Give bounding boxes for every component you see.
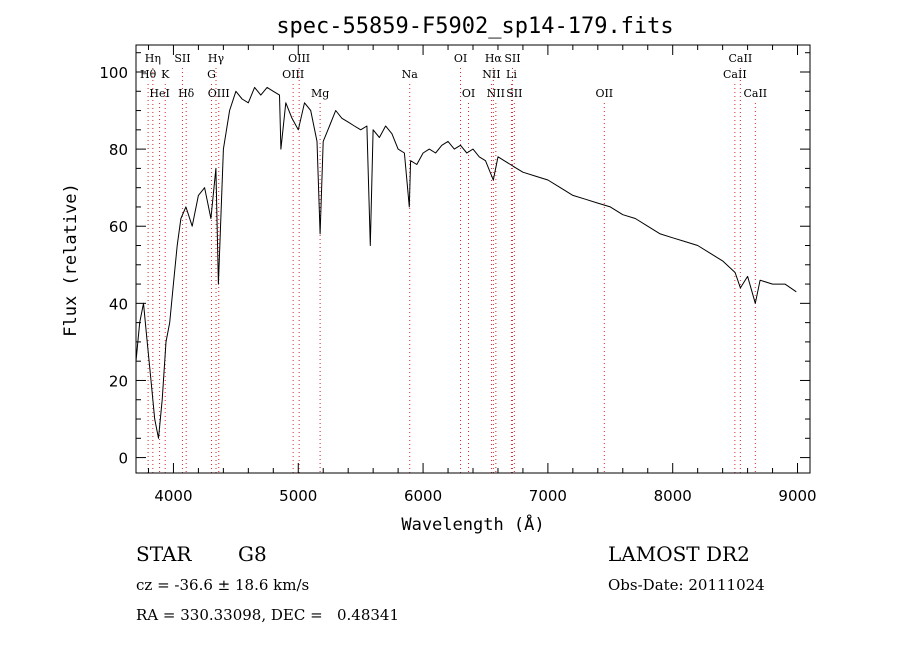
line-label-6: Hγ (208, 52, 225, 65)
coordinates: RA = 330.33098, DEC = 0.48341 (136, 606, 400, 624)
line-label-4: SII (174, 52, 190, 65)
x-axis: 4000 5000 6000 7000 8000 9000 (147, 45, 817, 505)
y-tick-label-5: 100 (99, 64, 128, 82)
emission-line-markers (147, 68, 756, 473)
line-label-20: SII (506, 87, 522, 100)
y-axis-label: Flux (relative) (61, 183, 81, 337)
line-label-9: OIII (288, 52, 310, 65)
line-label-24: CaII (743, 87, 767, 100)
line-label-11: Mg (311, 87, 329, 100)
line-label-19: NII (487, 87, 505, 100)
line-label-15: Hα (485, 52, 503, 65)
series-line-0 (135, 86, 797, 439)
line-label-8: OIII (208, 87, 230, 100)
observation-date: Obs-Date: 20111024 (608, 576, 765, 594)
plot-frame (135, 44, 811, 474)
y-tick-label-4: 80 (109, 141, 128, 159)
y-tick-label-0: 0 (118, 450, 128, 468)
object-class: STAR (136, 542, 192, 566)
x-tick-label-3: 7000 (529, 487, 567, 505)
line-label-23: CaII (723, 68, 747, 81)
object-subclass: G8 (238, 542, 267, 566)
x-axis-label: Wavelength (Å) (401, 513, 544, 535)
series-group (135, 86, 797, 439)
line-label-5: Hδ (178, 87, 195, 100)
x-tick-label-1: 5000 (279, 487, 317, 505)
y-tick-label-2: 40 (109, 295, 128, 313)
y-tick-label-3: 60 (109, 218, 128, 236)
line-label-13: OI (454, 52, 467, 65)
line-label-10: OIII (282, 68, 304, 81)
line-label-21: OII (595, 87, 613, 100)
y-tick-label-1: 20 (109, 372, 128, 390)
line-label-18: Li (506, 68, 517, 81)
line-label-22: CaII (729, 52, 753, 65)
x-tick-label-2: 6000 (404, 487, 442, 505)
chart-title: spec-55859-F5902_sp14-179.fits (276, 14, 673, 39)
line-label-12: Na (402, 68, 419, 81)
x-tick-label-5: 9000 (778, 487, 816, 505)
survey-name: LAMOST DR2 (608, 542, 750, 566)
line-label-7: G (207, 68, 216, 81)
line-label-17: NII (482, 68, 500, 81)
line-label-3: HeI (149, 87, 169, 100)
line-label-16: SII (504, 52, 520, 65)
y-axis: 0 20 40 60 80 100 (99, 52, 810, 468)
line-label-2: K (161, 68, 170, 81)
line-label-1: Hθ (140, 68, 157, 81)
line-label-0: Hη (145, 52, 161, 65)
x-tick-label-4: 8000 (654, 487, 692, 505)
x-tick-label-0: 4000 (154, 487, 192, 505)
line-label-14: OI (462, 87, 475, 100)
redshift-value: cz = -36.6 ± 18.6 km/s (136, 576, 310, 594)
